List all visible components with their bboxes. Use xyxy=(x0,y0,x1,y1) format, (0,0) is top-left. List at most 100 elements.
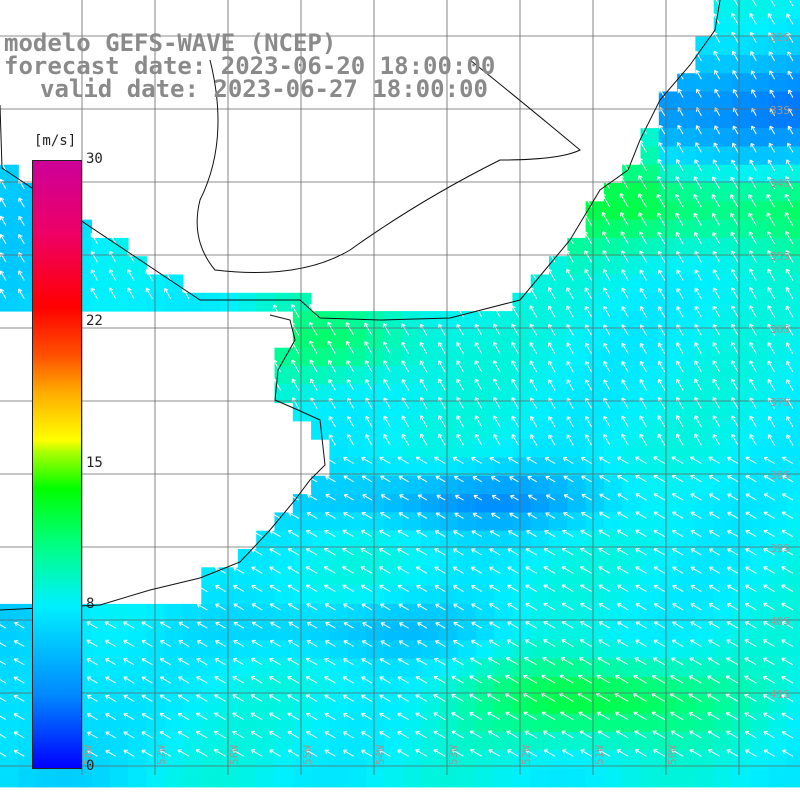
wind-arrow xyxy=(416,658,428,666)
wind-arrow xyxy=(214,585,226,593)
wind-arrow xyxy=(251,530,263,538)
wind-arrow xyxy=(621,250,629,263)
wind-arrow xyxy=(524,639,537,647)
wind-arrow xyxy=(398,640,409,647)
wind-arrow xyxy=(712,250,721,263)
wind-cell xyxy=(713,329,733,349)
wind-arrow xyxy=(397,529,409,538)
wind-arrow xyxy=(542,730,556,739)
wind-arrow xyxy=(614,711,629,721)
wind-arrow xyxy=(603,342,611,354)
wind-cell xyxy=(768,73,788,92)
wind-arrow xyxy=(506,639,519,647)
wind-cell xyxy=(549,402,568,422)
wind-cell xyxy=(329,567,349,587)
wind-arrow xyxy=(360,694,373,702)
wind-arrow xyxy=(730,250,739,263)
wind-arrow xyxy=(232,658,245,666)
wind-cell xyxy=(695,567,715,587)
wind-arrow xyxy=(617,475,629,483)
coastline-west xyxy=(0,314,326,611)
wind-arrow xyxy=(690,511,702,519)
wind-cell xyxy=(530,732,550,751)
wind-arrow xyxy=(726,639,739,647)
wind-cell xyxy=(494,402,513,422)
wind-arrow xyxy=(744,621,757,629)
wind-arrow xyxy=(287,712,300,721)
wind-arrow xyxy=(634,456,647,464)
wind-cell xyxy=(695,347,715,367)
wind-cell xyxy=(128,256,147,275)
wind-cell xyxy=(292,713,312,733)
wind-cell xyxy=(640,439,660,458)
wind-arrow xyxy=(287,530,300,538)
wind-cell xyxy=(622,658,641,678)
wind-cell xyxy=(439,439,458,458)
wind-cell xyxy=(640,658,660,678)
wind-cell xyxy=(732,384,751,404)
wind-arrow xyxy=(707,657,720,666)
wind-arrow xyxy=(712,433,721,446)
wind-cell xyxy=(677,695,696,715)
wind-cell xyxy=(768,0,788,19)
wind-arrow xyxy=(578,711,592,721)
wind-arrow xyxy=(360,584,373,593)
wind-arrow xyxy=(708,639,720,647)
wind-arrow xyxy=(487,657,501,666)
wind-cell xyxy=(750,256,770,275)
wind-arrow xyxy=(524,730,537,739)
wind-cell xyxy=(658,585,678,605)
wind-arrow xyxy=(651,711,666,721)
wind-cell xyxy=(549,585,568,605)
wind-arrow xyxy=(487,730,501,739)
wind-cell xyxy=(713,73,733,92)
wind-arrow xyxy=(767,231,776,245)
wind-arrow xyxy=(382,322,391,336)
wind-arrow xyxy=(763,475,775,483)
wind-arrow xyxy=(731,50,739,62)
wind-arrow xyxy=(434,603,446,611)
wind-arrow xyxy=(438,378,446,391)
wind-cell xyxy=(439,311,458,330)
wind-cell xyxy=(183,713,202,733)
wind-arrow xyxy=(781,566,794,574)
wind-cell xyxy=(713,640,733,660)
wind-arrow xyxy=(309,359,318,373)
wind-arrow xyxy=(713,142,721,153)
wind-arrow xyxy=(310,378,318,391)
lat-label: 32S xyxy=(770,31,790,44)
wind-arrow xyxy=(306,640,318,647)
wind-cell xyxy=(109,658,129,678)
wind-arrow xyxy=(470,566,483,574)
wind-arrow xyxy=(672,585,684,593)
wind-arrow xyxy=(306,475,318,483)
wind-cell xyxy=(622,256,641,275)
wind-cell xyxy=(732,658,751,678)
wind-cell xyxy=(603,475,623,495)
wind-arrow xyxy=(415,566,428,574)
wind-arrow xyxy=(291,359,300,373)
wind-arrow xyxy=(635,511,647,519)
wind-cell xyxy=(732,457,751,477)
wind-arrow xyxy=(712,342,721,354)
wind-arrow xyxy=(769,125,776,135)
wind-cell xyxy=(603,695,623,715)
wind-arrow xyxy=(635,603,647,611)
wind-arrow xyxy=(379,694,391,702)
wind-arrow xyxy=(141,749,153,757)
wind-arrow xyxy=(767,287,776,300)
wind-arrow xyxy=(452,548,464,556)
wind-arrow xyxy=(250,657,263,666)
wind-cell xyxy=(347,329,367,349)
wind-cell xyxy=(256,585,275,605)
wind-arrow xyxy=(726,584,739,593)
colorbar-tick-label: 22 xyxy=(86,312,103,329)
wind-cell xyxy=(347,420,367,440)
wind-arrow xyxy=(748,194,757,208)
wind-cell xyxy=(567,768,587,788)
wind-arrow xyxy=(639,306,647,318)
wind-cell xyxy=(622,549,641,568)
wind-cell xyxy=(402,402,422,422)
wind-arrow xyxy=(0,697,7,702)
wind-cell xyxy=(366,549,385,568)
